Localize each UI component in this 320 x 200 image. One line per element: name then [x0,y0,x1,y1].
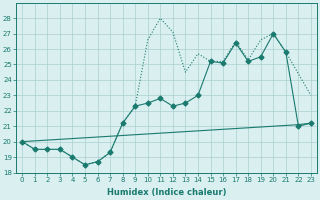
X-axis label: Humidex (Indice chaleur): Humidex (Indice chaleur) [107,188,226,197]
